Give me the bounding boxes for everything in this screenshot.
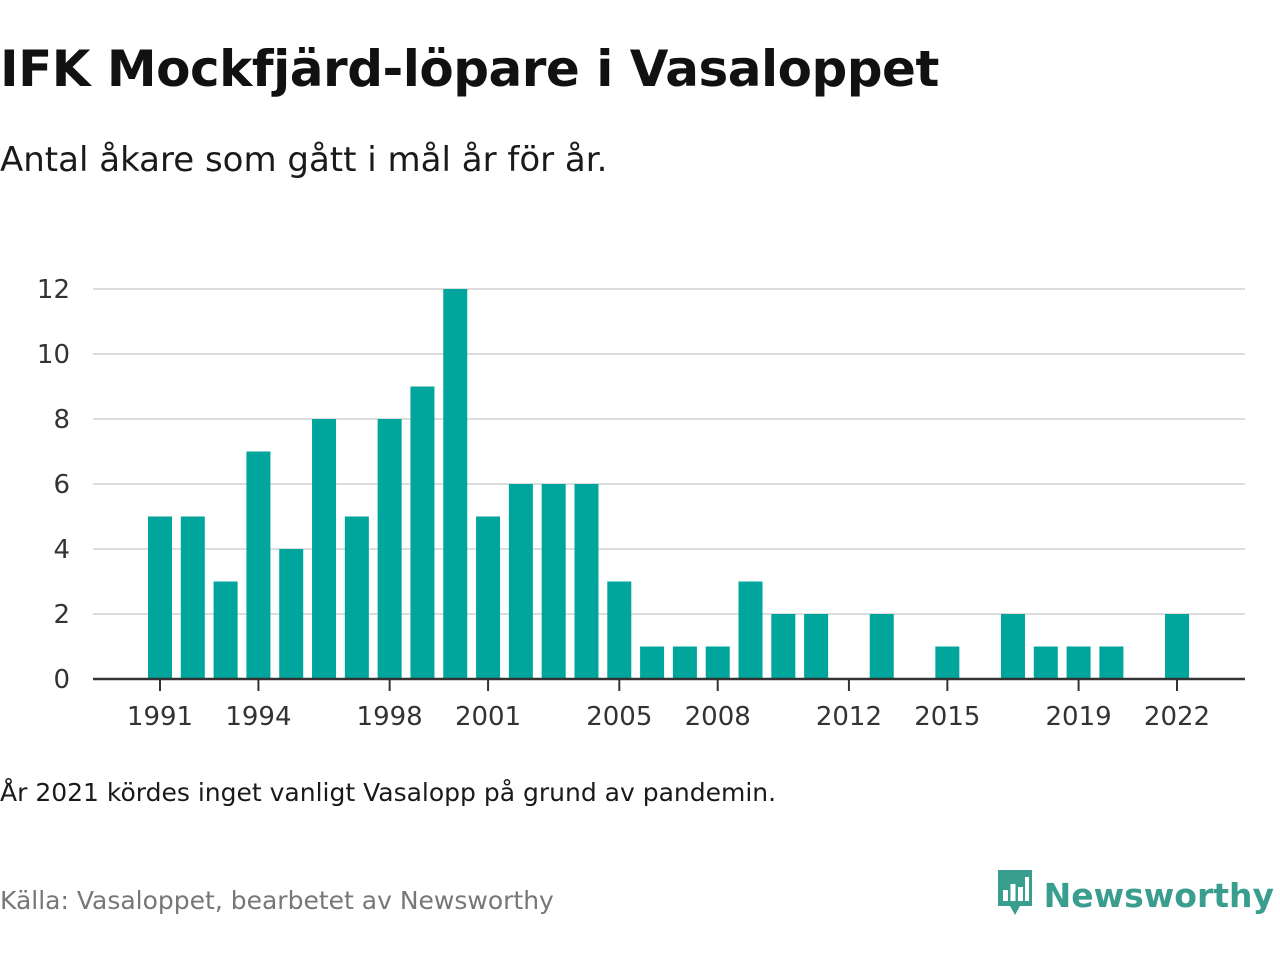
bar-2004 <box>574 484 599 679</box>
footnote: År 2021 kördes inget vanligt Vasalopp på… <box>0 778 777 807</box>
bar-1999 <box>410 386 435 679</box>
logo-text: Newsworthy <box>1043 875 1274 915</box>
bar-2022 <box>1165 614 1189 679</box>
x-tick-label: 2001 <box>455 702 521 732</box>
bar-2017 <box>1000 614 1025 679</box>
x-tick-label: 2022 <box>1144 702 1210 732</box>
bar-2011 <box>804 614 829 679</box>
x-tick-label: 2012 <box>816 702 882 732</box>
bar-1994 <box>246 451 271 679</box>
bar-2001 <box>476 516 501 679</box>
y-tick-label: 12 <box>37 275 70 305</box>
bar-chart-speech-bubble-icon <box>996 868 1034 922</box>
y-tick-label: 2 <box>53 600 70 630</box>
bar-2019 <box>1066 646 1091 679</box>
x-tick-label: 1991 <box>127 702 193 732</box>
chart-title: IFK Mockfjärd-löpare i Vasaloppet <box>0 40 939 98</box>
bar-2009 <box>738 581 763 679</box>
y-axis-ticks: 0 2 4 6 8 10 12 <box>37 275 70 695</box>
bar-2018 <box>1033 646 1058 679</box>
x-tick-label: 1998 <box>357 702 423 732</box>
bar-1998 <box>377 419 402 679</box>
bar-2007 <box>672 646 697 679</box>
x-tick-label: 2005 <box>586 702 652 732</box>
bars <box>148 289 1189 679</box>
newsworthy-logo: Newsworthy <box>996 868 1274 922</box>
bar-2013 <box>869 614 894 679</box>
y-tick-label: 8 <box>53 405 70 435</box>
bar-1996 <box>312 419 337 679</box>
bar-2010 <box>771 614 796 679</box>
x-tick-label: 2008 <box>685 702 751 732</box>
bar-2008 <box>705 646 730 679</box>
bar-1991 <box>148 516 172 679</box>
source-credit: Källa: Vasaloppet, bearbetet av Newswort… <box>0 886 554 915</box>
y-tick-label: 10 <box>37 340 70 370</box>
bar-1993 <box>213 581 238 679</box>
bar-1992 <box>180 516 205 679</box>
bar-chart: 0 2 4 6 8 10 12 1991 1994 1998 2001 2005 2008 2012 20… <box>37 275 1245 732</box>
y-tick-label: 6 <box>53 470 70 500</box>
bar-2002 <box>508 484 533 679</box>
bar-2015 <box>935 646 960 679</box>
bar-2006 <box>640 646 665 679</box>
y-tick-label: 4 <box>53 535 70 565</box>
y-tick-label: 0 <box>53 665 70 695</box>
chart-subtitle: Antal åkare som gått i mål år för år. <box>0 140 608 180</box>
x-tick-label: 1994 <box>225 702 291 732</box>
bar-2020 <box>1099 646 1124 679</box>
bar-1995 <box>279 549 304 679</box>
bar-2003 <box>541 484 566 679</box>
bar-2005 <box>607 581 632 679</box>
bar-1997 <box>344 516 369 679</box>
x-tick-label: 2019 <box>1045 702 1111 732</box>
bar-2000 <box>443 289 468 679</box>
x-tick-label: 2015 <box>914 702 980 732</box>
x-axis-ticks: 1991 1994 1998 2001 2005 2008 2012 2015 2019 2022 <box>127 679 1210 732</box>
